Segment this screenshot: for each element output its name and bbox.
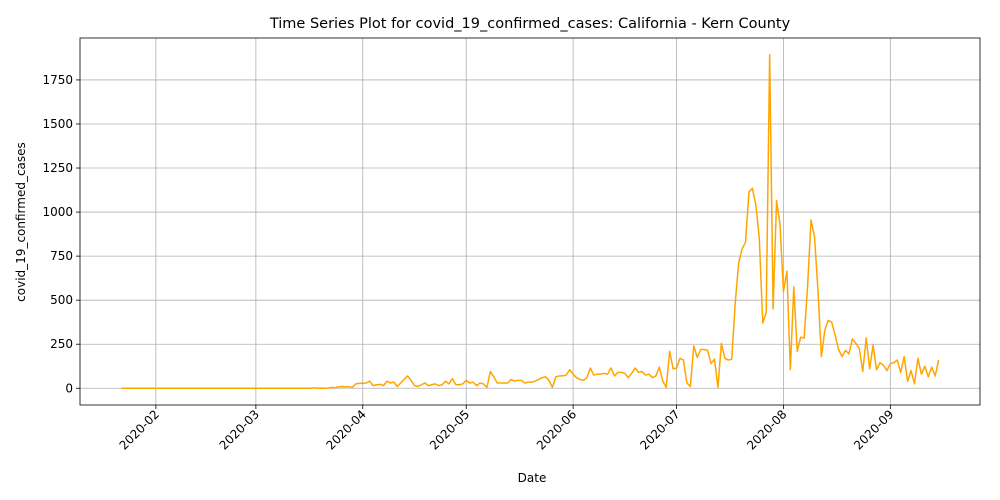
grid [80,38,980,405]
y-tick-label: 1000 [42,205,73,219]
x-tick-label: 2020-06 [534,407,579,452]
y-tick-label: 1250 [42,161,73,175]
y-tick-label: 750 [50,249,73,263]
y-axis-label: covid_19_confirmed_cases [14,142,28,302]
y-tick-label: 0 [65,381,73,395]
x-axis-label: Date [518,471,547,485]
y-tick-label: 500 [50,293,73,307]
plot-frame [79,37,981,406]
chart-title: Time Series Plot for covid_19_confirmed_… [269,16,791,32]
y-tick-label: 1750 [42,73,73,87]
x-tick-label: 2020-08 [744,407,789,452]
x-tick-label: 2020-05 [427,407,472,452]
y-tick-label: 250 [50,337,73,351]
y-tick-label: 1500 [42,117,73,131]
x-tick-label: 2020-09 [851,407,896,452]
plot-area [121,53,940,390]
x-tick-label: 2020-02 [117,407,162,452]
x-tick-label: 2020-03 [217,407,262,452]
data-line [121,53,940,390]
x-tick-label: 2020-07 [637,407,682,452]
x-tick-label: 2020-04 [324,407,369,452]
